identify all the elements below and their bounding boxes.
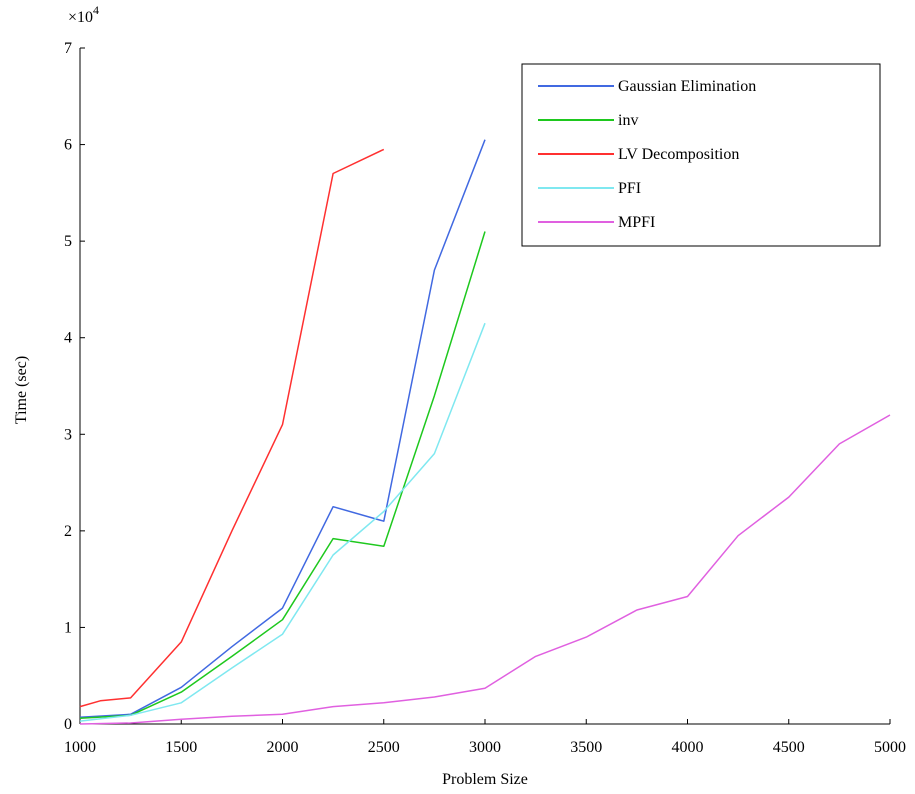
- legend: Gaussian Elimination inv LV Decomposition P…: [521, 63, 881, 247]
- y-tick-label: 7: [64, 40, 72, 57]
- y-multiplier-exponent: 4: [93, 3, 99, 17]
- series-line-pfi: [79, 322, 486, 722]
- legend-label: MPFI: [618, 214, 655, 231]
- series-line-mpfi: [79, 414, 891, 725]
- series-line-gaussian-elimination: [79, 139, 486, 718]
- legend-label: inv: [618, 112, 638, 129]
- y-axis-ticks: 0 1 2 3 4 5 6 7: [64, 40, 85, 733]
- x-tick-label: 3000: [469, 739, 501, 756]
- y-tick-label: 3: [64, 426, 72, 443]
- legend-label: Gaussian Elimination: [618, 78, 756, 95]
- x-tick-label: 4000: [672, 739, 704, 756]
- series-line-inv: [79, 231, 486, 719]
- x-axis-ticks: 1000 1500 2000 2500 3000 3500 4000 4500 5000: [64, 719, 906, 756]
- legend-label: PFI: [618, 180, 641, 197]
- series-line-lv-decomposition: [79, 148, 385, 708]
- x-tick-label: 4500: [773, 739, 805, 756]
- x-tick-label: 1000: [64, 739, 96, 756]
- x-tick-label: 2500: [368, 739, 400, 756]
- y-tick-label: 5: [64, 233, 72, 250]
- y-tick-label: 0: [64, 716, 72, 733]
- y-tick-label: 2: [64, 523, 72, 540]
- x-tick-label: 3500: [570, 739, 602, 756]
- legend-label: LV Decomposition: [618, 146, 739, 163]
- x-tick-label: 1500: [165, 739, 197, 756]
- y-tick-label: 4: [64, 330, 72, 347]
- y-tick-label: 1: [64, 619, 72, 636]
- x-tick-label: 2000: [267, 739, 299, 756]
- series-lines: [79, 139, 891, 725]
- x-tick-label: 5000: [874, 739, 906, 756]
- x-axis-label: Problem Size: [442, 771, 528, 788]
- y-axis-label: Time (sec): [13, 356, 30, 424]
- y-multiplier-label: ×104: [68, 3, 99, 26]
- y-tick-label: 6: [64, 137, 72, 154]
